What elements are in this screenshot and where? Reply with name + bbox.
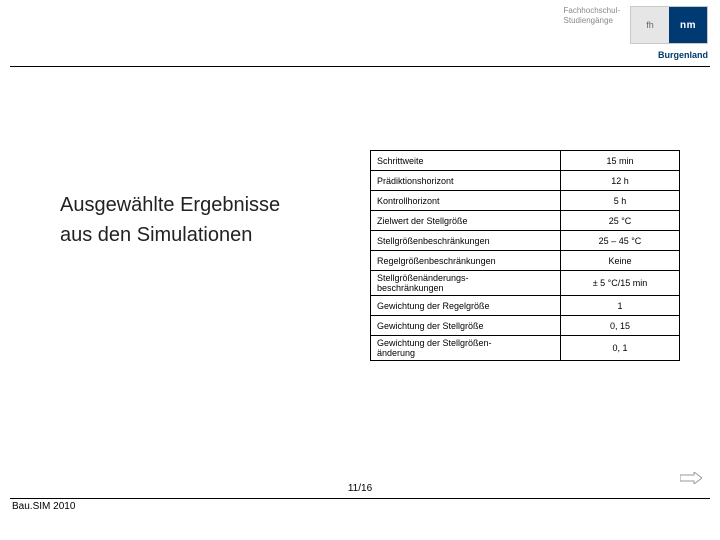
table-cell-value: Keine [561, 251, 680, 271]
header-subtitle-line1: Fachhochschul- [564, 6, 620, 16]
table-cell-value: ± 5 °C/15 min [561, 271, 680, 296]
content: Ausgewählte Ergebnisse aus den Simulatio… [0, 150, 720, 361]
header-subtitle: Fachhochschul- Studiengänge [564, 6, 620, 25]
header-subtitle-line2: Studiengänge [564, 16, 620, 26]
table-cell-value: 1 [561, 296, 680, 316]
table-cell-value: 5 h [561, 191, 680, 211]
table-cell-value: 15 min [561, 151, 680, 171]
title-line1: Ausgewählte Ergebnisse [60, 190, 370, 220]
table-cell-label: Stellgrößenänderungs- beschränkungen [371, 271, 561, 296]
next-arrow-icon [680, 472, 702, 484]
table-cell-label: Regelgrößenbeschränkungen [371, 251, 561, 271]
table-row: Gewichtung der Stellgrößen- änderung0, 1 [371, 336, 680, 361]
table-cell-label: Prädiktionshorizont [371, 171, 561, 191]
table-cell-label: Schrittweite [371, 151, 561, 171]
brand-label: Burgenland [658, 50, 708, 60]
footer-left: Bau.SIM 2010 [12, 501, 75, 512]
title-block: Ausgewählte Ergebnisse aus den Simulatio… [0, 150, 370, 361]
parameter-table: Schrittweite15 minPrädiktionshorizont12 … [370, 150, 680, 361]
table-row: Gewichtung der Stellgröße0, 15 [371, 316, 680, 336]
table-cell-value: 25 – 45 °C [561, 231, 680, 251]
table-row: Kontrollhorizont5 h [371, 191, 680, 211]
page-number: 11/16 [348, 483, 372, 494]
table-cell-label: Gewichtung der Stellgrößen- änderung [371, 336, 561, 361]
table-row: Stellgrößenänderungs- beschränkungen± 5 … [371, 271, 680, 296]
logo-left: fh [631, 7, 669, 43]
table-cell-label: Gewichtung der Regelgröße [371, 296, 561, 316]
table-cell-value: 25 °C [561, 211, 680, 231]
parameter-table-body: Schrittweite15 minPrädiktionshorizont12 … [371, 151, 680, 361]
table-row: Stellgrößenbeschränkungen25 – 45 °C [371, 231, 680, 251]
table-cell-label: Zielwert der Stellgröße [371, 211, 561, 231]
logo: fh nm [630, 6, 708, 44]
table-cell-value: 0, 1 [561, 336, 680, 361]
table-row: Prädiktionshorizont12 h [371, 171, 680, 191]
table-cell-value: 12 h [561, 171, 680, 191]
table-cell-label: Stellgrößenbeschränkungen [371, 231, 561, 251]
table-row: Gewichtung der Regelgröße1 [371, 296, 680, 316]
table-row: RegelgrößenbeschränkungenKeine [371, 251, 680, 271]
header-divider [10, 66, 710, 67]
table-row: Schrittweite15 min [371, 151, 680, 171]
table-row: Zielwert der Stellgröße25 °C [371, 211, 680, 231]
title-line2: aus den Simulationen [60, 220, 370, 250]
table-cell-label: Gewichtung der Stellgröße [371, 316, 561, 336]
footer: 11/16 Bau.SIM 2010 [10, 498, 710, 518]
table-cell-label: Kontrollhorizont [371, 191, 561, 211]
table-cell-value: 0, 15 [561, 316, 680, 336]
logo-right: nm [669, 7, 707, 43]
header: Fachhochschul- Studiengänge fh nm Burgen… [0, 0, 720, 70]
